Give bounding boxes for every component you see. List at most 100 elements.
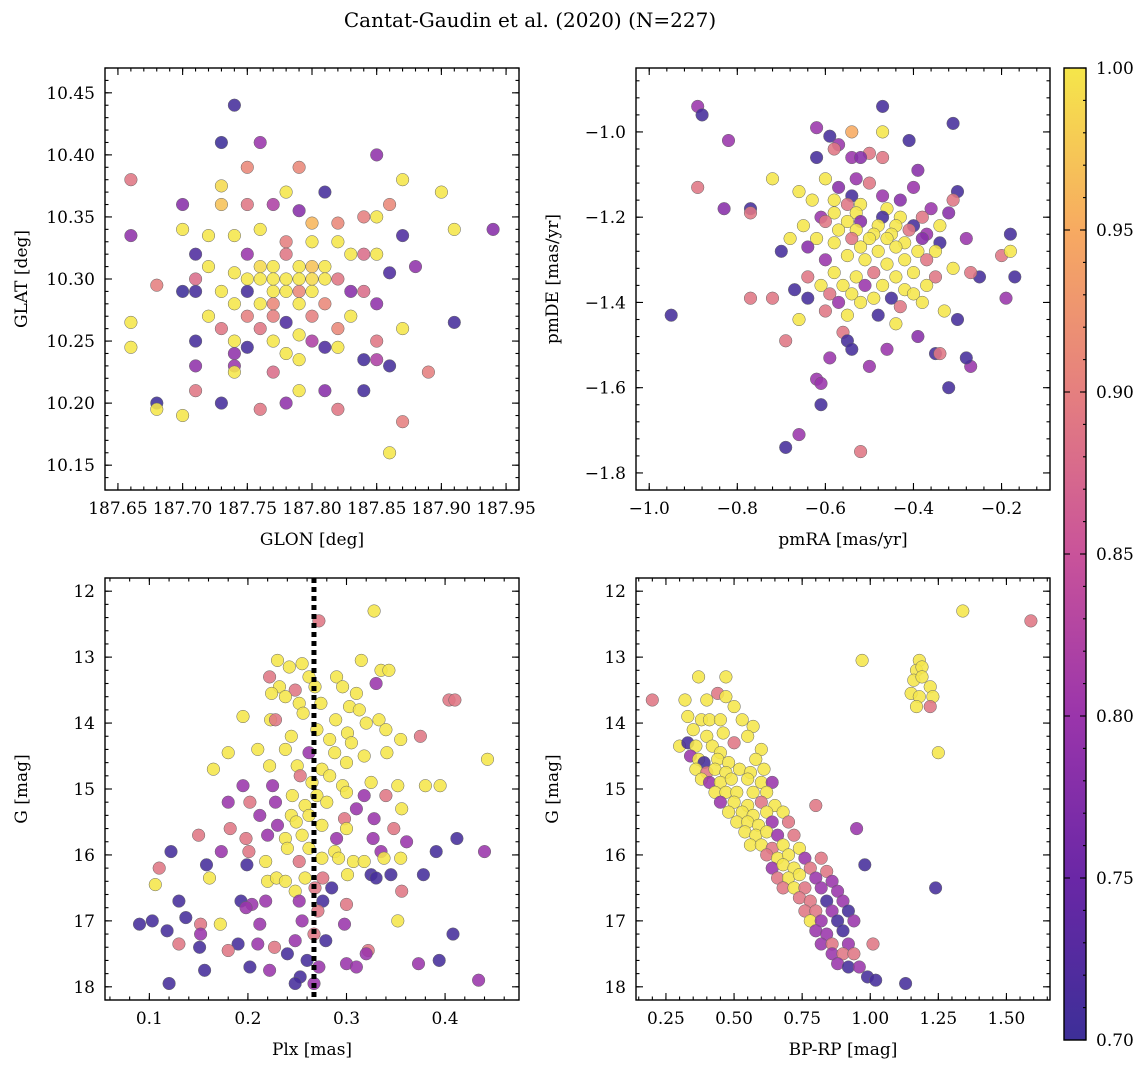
data-point [727,700,741,714]
data-point [832,180,846,194]
data-point [765,775,779,789]
data-point [395,884,409,898]
data-point [788,283,802,297]
data-point [841,904,855,918]
x-tick-label: 187.75 [218,499,277,519]
data-point [267,940,282,954]
data-point [223,822,237,836]
data-point [357,854,371,869]
data-point [928,244,943,258]
data-point [279,396,293,410]
data-point [893,193,907,207]
data-point [253,297,267,311]
data-point [899,976,913,991]
data-point [741,772,755,786]
data-point [160,924,174,938]
data-point [236,779,250,793]
data-point [809,798,823,813]
y-tick-label: 13 [604,648,626,668]
data-point [818,172,832,186]
data-point [721,133,736,148]
data-point [315,851,329,865]
data-point [221,746,235,760]
data-point [849,270,863,284]
data-point [253,402,267,416]
data-point [150,278,164,292]
data-point [862,359,876,373]
data-point [279,185,293,199]
data-point [743,206,758,220]
data-point [741,729,755,743]
data-point [394,851,408,865]
data-point [176,222,190,236]
data-point [909,700,924,714]
y-tick-label: 10.20 [46,394,95,414]
data-point [315,818,329,832]
data-point [288,976,302,991]
colorbar-tick-label: 0.80 [1096,707,1134,727]
data-point [713,713,727,727]
data-point [349,960,363,974]
data-point [176,197,190,212]
x-axis-label: Plx [mas] [272,1040,352,1060]
data-point [645,693,659,707]
data-point [189,247,203,261]
data-point [911,329,925,344]
data-point [893,300,907,314]
data-point [357,384,371,398]
data-point [352,703,366,717]
colorbar-tick-label: 0.95 [1096,221,1134,241]
data-point [1003,227,1017,241]
data-point [227,365,241,379]
data-point [898,253,912,267]
data-point [253,322,267,336]
data-point [1024,614,1038,628]
data-point [792,428,806,442]
data-point [803,861,817,875]
y-tick-label: −1.6 [585,379,626,399]
data-point [251,937,265,951]
x-axis-label: BP-RP [mag] [789,1040,898,1060]
data-point [845,287,859,301]
data-point [278,690,292,704]
data-point [692,670,706,684]
data-point [814,376,828,390]
data-point [924,202,938,216]
data-point [357,284,371,298]
y-tick-label: 15 [604,780,626,800]
data-point [446,927,460,941]
data-point [876,150,890,165]
data-point [840,308,854,322]
data-point [760,848,774,862]
x-tick-label: −0.6 [805,499,846,519]
data-point [840,197,854,211]
y-tick-label: 15 [73,780,95,800]
data-point [765,815,779,829]
figure-title: Cantat-Gaudin et al. (2020) (N=227) [344,8,716,32]
data-point [757,762,771,776]
data-point [293,769,307,783]
data-point [266,272,280,286]
data-point [845,125,859,139]
data-point [735,713,749,727]
data-point [279,247,293,261]
x-tick-label: 187.95 [476,499,535,519]
data-point [937,304,951,318]
data-point [318,340,332,354]
data-point [279,272,293,286]
x-tick-label: 1.00 [851,1009,889,1029]
data-point [176,408,190,423]
data-point [928,270,943,284]
data-point [339,897,354,911]
data-point [801,270,815,284]
data-point [429,845,443,859]
data-point [370,210,384,224]
data-point [999,291,1013,305]
data-point [854,240,868,254]
y-tick-label: 10.45 [46,84,95,104]
data-point [305,334,319,348]
data-point [796,219,810,233]
data-point [708,762,722,776]
data-point [201,229,216,243]
data-point [855,653,869,667]
